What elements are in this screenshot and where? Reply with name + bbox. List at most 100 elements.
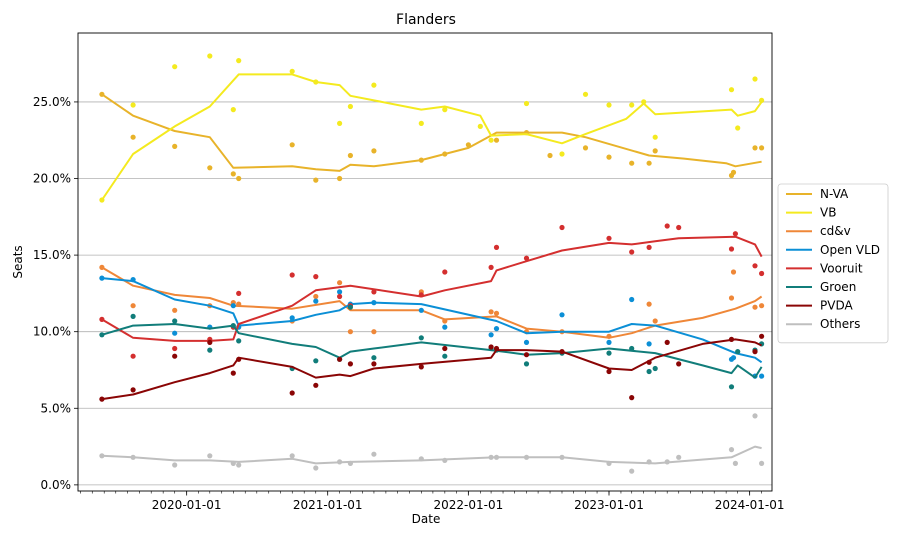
y-tick-label: 10.0% (33, 325, 71, 339)
series-line-open-vld (101, 277, 763, 364)
data-point-vb (99, 197, 105, 203)
data-point-vooruit (418, 292, 424, 298)
data-point-vb (337, 120, 343, 126)
data-point-open-vld (313, 298, 319, 304)
data-point-n-va (418, 157, 424, 163)
data-point-others (676, 454, 682, 460)
y-tick-label: 0.0% (41, 478, 72, 492)
data-point-n-va (313, 177, 319, 183)
data-point-pvda (130, 387, 136, 393)
data-point-vooruit (646, 244, 652, 250)
data-point-open-vld (523, 339, 530, 345)
data-point-groen (99, 332, 105, 338)
x-axis-label: Date (412, 512, 441, 526)
data-point-n-va (289, 142, 295, 148)
data-point-cd-v (606, 333, 612, 339)
data-point-others (488, 454, 494, 460)
data-point-others (606, 460, 612, 466)
axes: 0.0% 5.0% 10.0% 15.0% 20.0% 25.0% 2020-01-01 20… (33, 95, 785, 512)
data-point-n-va (230, 171, 236, 177)
data-point-vb (207, 53, 213, 59)
data-point-cd-v (347, 329, 353, 335)
data-point-n-va (207, 165, 213, 171)
legend-item: Open VLD (786, 243, 880, 257)
data-point-n-va (172, 143, 178, 149)
x-tick-label: 2020-01-01 (152, 498, 222, 512)
data-point-vb (728, 87, 735, 93)
data-point-open-vld (289, 315, 295, 321)
data-point-vb (652, 134, 658, 140)
data-point-n-va (99, 91, 105, 97)
legend-label: Vooruit (820, 261, 863, 275)
data-point-open-vld (646, 341, 652, 347)
data-point-pvda (172, 353, 178, 359)
data-point-others (629, 468, 635, 474)
data-point-open-vld (606, 339, 612, 345)
x-tick-label: 2022-01-01 (433, 498, 503, 512)
data-point-open-vld (130, 277, 136, 283)
data-point-n-va (493, 137, 500, 143)
data-point-others (236, 462, 242, 468)
data-point-others (207, 453, 213, 459)
data-point-vb (752, 76, 758, 82)
data-point-cd-v (493, 310, 500, 316)
data-point-pvda (347, 361, 353, 367)
data-point-groen (523, 361, 530, 367)
series-vooruit (99, 223, 765, 359)
data-point-open-vld (442, 324, 448, 330)
data-point-cd-v (652, 318, 658, 324)
legend-label: VB (820, 206, 836, 220)
data-point-pvda (752, 349, 758, 355)
data-point-pvda (646, 359, 652, 365)
data-point-n-va (236, 175, 242, 182)
y-tick-label: 15.0% (33, 248, 71, 262)
data-point-others (523, 454, 530, 460)
data-point-vb (442, 107, 448, 113)
data-point-pvda (676, 361, 682, 367)
data-point-pvda (236, 356, 242, 362)
data-point-cd-v (371, 329, 377, 335)
legend-box (777, 183, 889, 344)
data-point-vb (236, 58, 242, 64)
data-point-cd-v (172, 307, 178, 313)
data-point-groen (347, 304, 353, 310)
data-point-vooruit (236, 290, 242, 296)
legend-item: Others (786, 317, 860, 331)
data-point-others (646, 459, 652, 465)
data-point-others (230, 460, 236, 466)
data-point-open-vld (172, 330, 178, 336)
data-point-vooruit (664, 223, 670, 229)
data-point-groen (606, 350, 612, 356)
data-point-others (759, 460, 765, 466)
data-point-others (172, 462, 178, 468)
data-point-cd-v (759, 303, 765, 309)
x-tick-label: 2023-01-01 (574, 498, 644, 512)
data-point-vb (418, 120, 424, 126)
data-point-pvda (493, 345, 500, 352)
legend-label: Groen (820, 280, 856, 294)
data-point-cd-v (728, 295, 735, 301)
data-point-groen (371, 355, 377, 361)
series-line-vooruit (101, 235, 763, 342)
data-point-n-va (759, 145, 765, 151)
data-point-groen (313, 358, 319, 364)
data-point-vb (130, 102, 136, 108)
data-point-n-va (337, 175, 343, 182)
data-point-vb (477, 123, 483, 129)
series-pvda (99, 333, 765, 402)
legend: N-VA VB cd&v Open VLD Vooruit Groen PVDA Others (777, 183, 889, 344)
data-point-pvda (289, 390, 295, 396)
grid-lines (78, 101, 772, 486)
data-point-cd-v (442, 318, 448, 324)
data-point-n-va (442, 151, 448, 157)
data-point-vooruit (728, 246, 735, 252)
series-line-others (101, 445, 762, 465)
data-point-n-va (646, 160, 652, 166)
data-point-cd-v (752, 304, 758, 310)
data-point-vb (347, 103, 353, 110)
legend-label: Others (820, 317, 860, 331)
legend-item: N-VA (786, 187, 849, 201)
data-point-pvda (559, 349, 565, 355)
data-point-others (289, 453, 295, 459)
